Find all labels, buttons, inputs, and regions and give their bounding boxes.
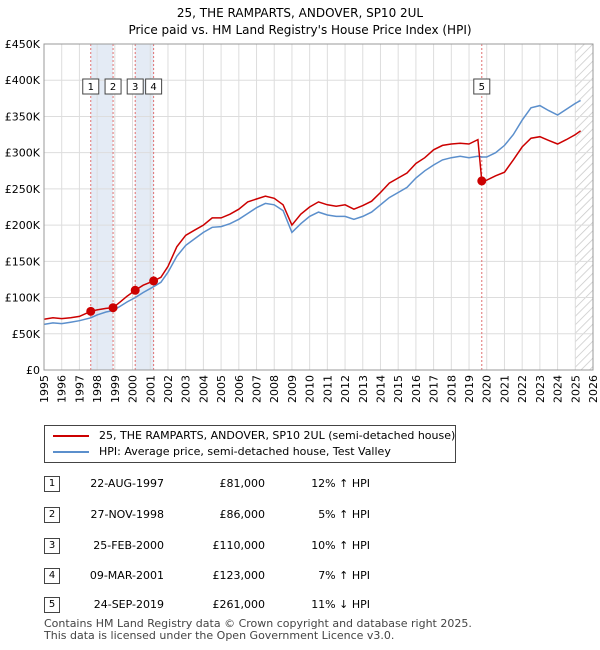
x-tick-label: 1996 <box>56 375 69 403</box>
x-tick-label: 2019 <box>463 375 476 403</box>
sale-label-box <box>473 78 491 95</box>
x-tick-label: 2024 <box>552 375 565 403</box>
legend-swatch-hpi <box>53 451 89 453</box>
chart-legend: 25, THE RAMPARTS, ANDOVER, SP10 2UL (sem… <box>44 425 456 463</box>
x-tick-label: 1999 <box>109 375 122 403</box>
x-tick-label: 2003 <box>180 375 193 403</box>
transaction-date: 25-FEB-2000 <box>93 539 164 552</box>
legend-label-hpi: HPI: Average price, semi-detached house,… <box>99 445 391 458</box>
x-tick-label: 2001 <box>144 375 157 403</box>
x-tick-label: 2022 <box>516 375 529 403</box>
price-chart: 25, THE RAMPARTS, ANDOVER, SP10 2UL Pric… <box>5 6 600 403</box>
plot-area <box>44 44 593 370</box>
transaction-number: 5 <box>44 597 60 613</box>
transaction-price: £261,000 <box>212 598 266 611</box>
x-tick-label: 1998 <box>91 375 104 403</box>
x-tick-label: 2011 <box>321 375 334 403</box>
sale-point <box>477 176 487 186</box>
x-tick-label: 2021 <box>498 375 511 403</box>
transaction-hpi: 7% ↑ HPI <box>318 569 370 582</box>
transaction-row: 5 24-SEP-2019 £261,000 11% ↓ HPI <box>0 597 600 615</box>
sale-label-number: 1 <box>88 82 94 93</box>
transaction-price: £86,000 <box>219 508 266 521</box>
y-tick-label: £0 <box>26 364 40 377</box>
transaction-price: £123,000 <box>212 569 266 582</box>
sale-label-box <box>82 78 100 95</box>
x-tick-label: 2015 <box>392 375 405 403</box>
sale-label-number: 5 <box>479 82 485 93</box>
x-tick-label: 2017 <box>428 375 441 403</box>
y-tick-label: £150K <box>5 255 41 268</box>
transaction-hpi: 12% ↑ HPI <box>311 477 370 490</box>
chart-subtitle: Price paid vs. HM Land Registry's House … <box>128 23 471 37</box>
property-series-line <box>43 130 582 321</box>
x-tick-label: 2008 <box>268 375 281 403</box>
transaction-date: 27-NOV-1998 <box>90 508 164 521</box>
transaction-hpi: 10% ↑ HPI <box>311 539 370 552</box>
y-tick-label: £450K <box>5 38 41 51</box>
y-tick-label: £400K <box>5 74 41 87</box>
transaction-row: 1 22-AUG-1997 £81,000 12% ↑ HPI <box>0 476 600 494</box>
x-tick-label: 2026 <box>587 375 600 403</box>
sale-point <box>149 276 159 286</box>
sale-label-number: 2 <box>110 82 116 93</box>
x-tick-label: 2009 <box>286 375 299 403</box>
x-tick-label: 2014 <box>374 375 387 403</box>
transaction-number: 2 <box>44 507 60 523</box>
transaction-row: 3 25-FEB-2000 £110,000 10% ↑ HPI <box>0 538 600 556</box>
y-tick-label: £350K <box>5 110 41 123</box>
x-tick-label: 2000 <box>127 375 140 403</box>
sale-label-number: 4 <box>150 82 156 93</box>
transaction-date: 22-AUG-1997 <box>90 477 164 490</box>
transaction-price: £110,000 <box>212 539 266 552</box>
plot-border <box>43 43 594 371</box>
footer-licence: This data is licensed under the Open Gov… <box>44 629 395 642</box>
x-tick-label: 2013 <box>357 375 370 403</box>
sale-point <box>108 303 118 313</box>
x-tick-label: 2006 <box>233 375 246 403</box>
x-tick-label: 2007 <box>251 375 264 403</box>
legend-swatch-property <box>53 435 89 437</box>
x-tick-label: 2005 <box>215 375 228 403</box>
x-tick-label: 2016 <box>410 375 423 403</box>
transaction-hpi: 5% ↑ HPI <box>318 508 370 521</box>
hpi-series-line <box>43 99 581 326</box>
x-tick-label: 2002 <box>162 375 175 403</box>
transaction-row: 2 27-NOV-1998 £86,000 5% ↑ HPI <box>0 507 600 525</box>
legend-label-property: 25, THE RAMPARTS, ANDOVER, SP10 2UL (sem… <box>99 429 456 442</box>
sale-label-box <box>104 78 122 95</box>
chart-title: 25, THE RAMPARTS, ANDOVER, SP10 2UL <box>177 6 424 20</box>
future-hatch-region <box>575 44 593 370</box>
x-tick-label: 1997 <box>73 375 86 403</box>
x-tick-label: 2020 <box>481 375 494 403</box>
transaction-hpi: 11% ↓ HPI <box>311 598 370 611</box>
x-tick-label: 2004 <box>197 375 210 403</box>
footer-copyright: Contains HM Land Registry data © Crown c… <box>44 617 472 630</box>
transaction-price: £81,000 <box>219 477 266 490</box>
y-tick-label: £100K <box>5 292 41 305</box>
y-tick-label: £250K <box>5 183 41 196</box>
footer-attribution: Contains HM Land Registry data © Crown c… <box>44 618 472 642</box>
transaction-number: 1 <box>44 476 60 492</box>
x-tick-label: 2010 <box>304 375 317 403</box>
transaction-number: 4 <box>44 568 60 584</box>
sale-point <box>130 285 140 295</box>
transaction-date: 24-SEP-2019 <box>93 598 164 611</box>
sale-label-box <box>126 78 144 95</box>
transaction-number: 3 <box>44 538 60 554</box>
y-tick-label: £200K <box>5 219 41 232</box>
sale-label-number: 3 <box>132 82 138 93</box>
sale-period-shade <box>90 44 114 370</box>
x-tick-label: 2012 <box>339 375 352 403</box>
y-tick-label: £300K <box>5 147 41 160</box>
x-tick-label: 2025 <box>569 375 582 403</box>
x-tick-label: 1995 <box>38 375 51 403</box>
y-tick-label: £50K <box>12 328 41 341</box>
transaction-row: 4 09-MAR-2001 £123,000 7% ↑ HPI <box>0 568 600 586</box>
x-tick-label: 2018 <box>445 375 458 403</box>
x-tick-label: 2023 <box>534 375 547 403</box>
transaction-date: 09-MAR-2001 <box>89 569 164 582</box>
sale-label-box <box>145 78 163 95</box>
sale-point <box>86 306 96 316</box>
